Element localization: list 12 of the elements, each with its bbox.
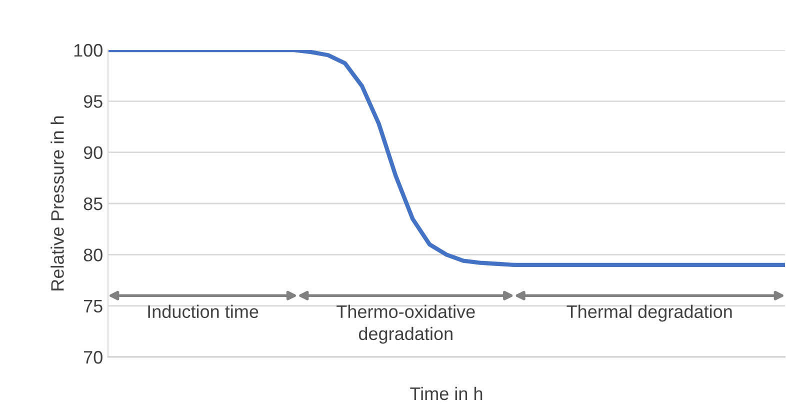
y-tick-label: 95 xyxy=(84,95,102,108)
annotation: Thermo-oxidative degradation xyxy=(336,304,475,344)
annotation: Thermal degradation xyxy=(566,304,732,322)
x-axis-title: Time in h xyxy=(410,386,482,400)
y-tick-label: 90 xyxy=(84,146,102,160)
y-tick-label: 100 xyxy=(74,44,102,57)
annotation: Induction time xyxy=(148,304,258,318)
y-tick-label: 70 xyxy=(84,350,102,364)
y-tick-label: 80 xyxy=(84,248,102,262)
y-tick-label: 75 xyxy=(84,300,102,313)
y-axis-title: Relative Pressure in h xyxy=(50,116,64,290)
y-tick-label: 85 xyxy=(84,197,102,210)
